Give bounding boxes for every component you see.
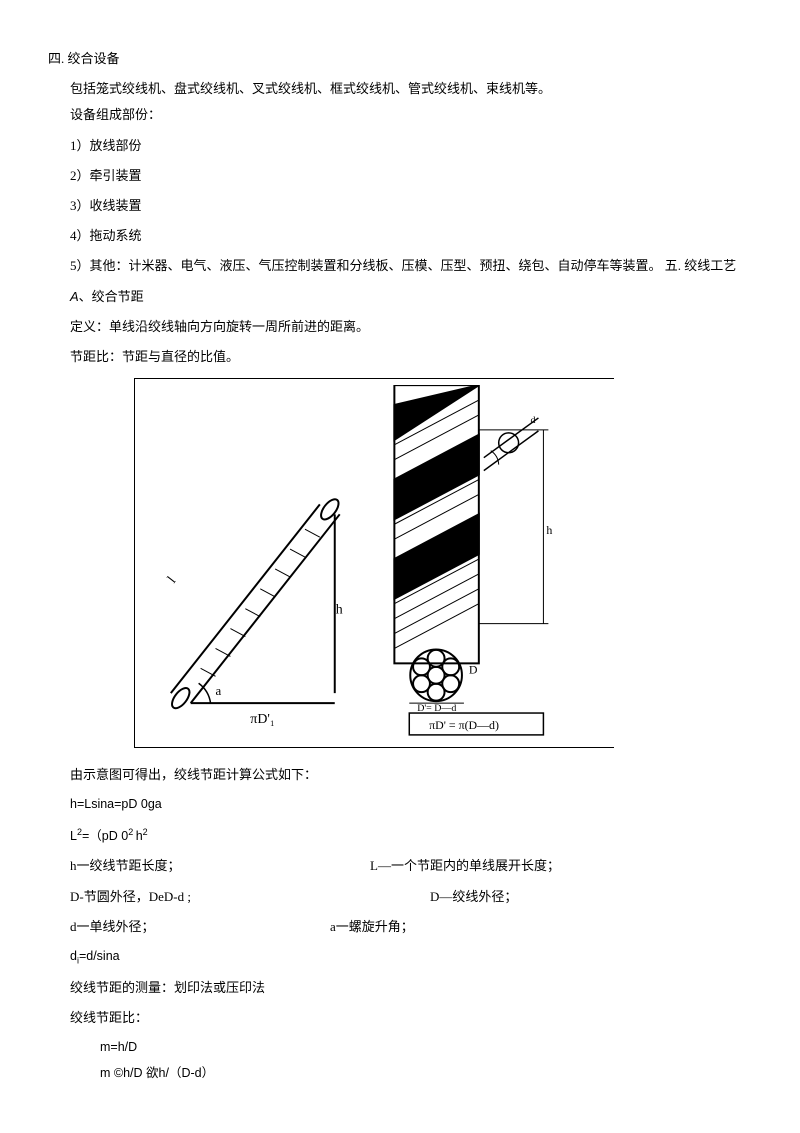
def-h: h一绞线节距长度； bbox=[70, 857, 370, 875]
diagram-svg: h a πD'₁ l bbox=[141, 385, 608, 741]
definition: 定义：单线沿绞线轴向方向旋转一周所前进的距离。 bbox=[70, 318, 752, 336]
measure-line: 绞线节距的测量：划印法或压印法 bbox=[70, 979, 752, 997]
label-l: l bbox=[165, 574, 179, 586]
sub-a-letter: A bbox=[70, 289, 79, 304]
ratio-label: 绞线节距比： bbox=[70, 1009, 752, 1027]
def-d-outer: D—绞线外径； bbox=[370, 888, 752, 906]
label-h2: h bbox=[546, 523, 552, 537]
list-item-2: 2）牵引装置 bbox=[70, 167, 752, 185]
m-formula-1: m=h/D bbox=[70, 1039, 752, 1057]
sub-a: A、绞合节距 bbox=[70, 288, 752, 306]
def-d-circle: D-节圆外径，DeD-d ; bbox=[70, 888, 370, 906]
label-pid1: πD'₁ bbox=[250, 712, 274, 727]
intro-machines: 包括笼式绞线机、盘式绞线机、叉式绞线机、框式绞线机、管式绞线机、束线机等。 bbox=[70, 80, 752, 98]
def-l: L—一个节距内的单线展开长度； bbox=[370, 857, 752, 875]
list-item-4: 4）拖动系统 bbox=[70, 227, 752, 245]
label-pid-formula: πD' = π(D—d) bbox=[429, 718, 499, 732]
def-row-1: h一绞线节距长度； L—一个节距内的单线展开长度； bbox=[70, 857, 752, 875]
def-alpha: a一螺旋升角； bbox=[330, 918, 752, 936]
label-d-big: D bbox=[469, 662, 478, 676]
sub-a-text: 、绞合节距 bbox=[79, 289, 144, 304]
def-d-single: d一单线外径； bbox=[70, 918, 370, 936]
m-formula-2: m ©h/D 欲h/（D-d） bbox=[70, 1065, 752, 1083]
label-a: a bbox=[216, 683, 222, 698]
def-row-2: D-节圆外径，DeD-d ; D—绞线外径； bbox=[70, 888, 752, 906]
list-item-5: 5）其他：计米器、电气、液压、气压控制装置和分线板、压模、压型、预扭、绕包、自动… bbox=[70, 257, 752, 275]
conclude-line: 由示意图可得出，绞线节距计算公式如下： bbox=[70, 766, 752, 784]
diagram: h a πD'₁ l bbox=[134, 378, 614, 748]
label-h: h bbox=[336, 603, 343, 618]
formula-1: h=Lsina=pD 0ga bbox=[70, 796, 752, 814]
list-item-3: 3）收线装置 bbox=[70, 197, 752, 215]
def-row-3: d一单线外径； a一螺旋升角； bbox=[70, 918, 752, 936]
intro-components: 设备组成部份： bbox=[70, 106, 752, 124]
formula-3: di=d/sina bbox=[70, 948, 752, 967]
list-item-1: 1）放线部份 bbox=[70, 137, 752, 155]
label-dd-small: D'= D—d bbox=[417, 703, 456, 714]
label-d-small-tr: d bbox=[530, 415, 535, 426]
formula-2: L2=（pD 02 h2 bbox=[70, 826, 752, 846]
ratio-def: 节距比：节距与直径的比值。 bbox=[70, 348, 752, 366]
section-heading: 四. 绞合设备 bbox=[48, 50, 752, 68]
